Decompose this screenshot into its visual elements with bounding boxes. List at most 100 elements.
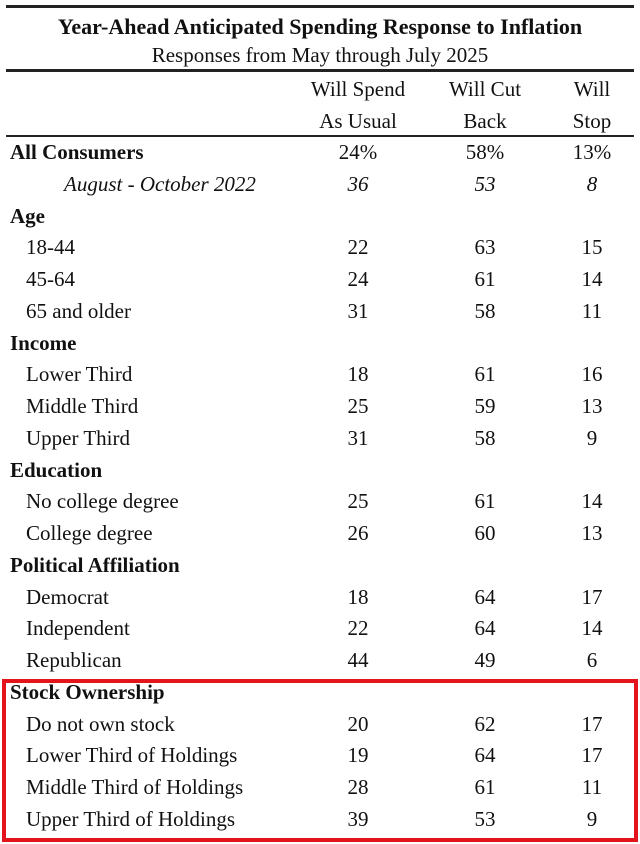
row-label: Middle Third: [26, 394, 139, 418]
cell-value: 61: [474, 775, 496, 799]
row-label: All Consumers: [10, 140, 144, 164]
cell-value: 18: [347, 362, 369, 387]
cell-value: 25: [347, 394, 369, 418]
row-label: Age: [10, 203, 45, 228]
header-line: Will Cut: [448, 77, 522, 101]
cell-value: 24: [347, 267, 369, 291]
table-row: 45-64 24 61 14: [0, 264, 640, 296]
cell-value: 17: [581, 711, 603, 736]
column-header-stop: Will Stop: [552, 74, 632, 137]
title-rule: [6, 69, 634, 72]
row-label: Stock Ownership: [10, 679, 165, 704]
cell-value: 15: [581, 235, 603, 260]
row-label: Education: [10, 457, 103, 482]
header-line: Back: [463, 108, 507, 133]
table-row: Political Affiliation: [0, 550, 640, 582]
cell-value: 36: [347, 171, 369, 196]
row-label: 65 and older: [26, 298, 131, 323]
cell-value: 11: [581, 298, 603, 323]
cell-value: 24%: [338, 140, 378, 164]
row-label: College degree: [26, 521, 153, 545]
cell-value: 25: [347, 489, 369, 514]
cell-value: 49: [474, 648, 496, 672]
table-row: College degree 26 60 13: [0, 518, 640, 550]
cell-value: 13: [581, 394, 603, 418]
row-label: Lower Third of Holdings: [26, 743, 238, 768]
table-row: Age: [0, 201, 640, 233]
row-label: Income: [10, 330, 77, 355]
table-row: Democrat 18 64 17: [0, 582, 640, 614]
row-label: 18-44: [26, 235, 75, 260]
table-subtitle: Responses from May through July 2025: [151, 43, 489, 67]
cell-value: 60: [474, 521, 496, 545]
column-header-cut-back: Will Cut Back: [425, 74, 545, 137]
cell-value: 17: [581, 584, 603, 609]
table-row: No college degree 25 61 14: [0, 486, 640, 518]
row-label: August - October 2022: [64, 171, 256, 196]
cell-value: 31: [347, 298, 369, 323]
table-row: Income: [0, 328, 640, 360]
table-row: Lower Third 18 61 16: [0, 359, 640, 391]
row-label: Lower Third: [26, 362, 133, 387]
row-label: Democrat: [26, 584, 109, 609]
cell-value: 39: [347, 806, 369, 831]
cell-value: 61: [474, 362, 496, 387]
cell-value: 8: [586, 171, 598, 196]
cell-value: 53: [474, 806, 496, 831]
row-label: Political Affiliation: [10, 552, 180, 577]
table-row: Do not own stock 20 62 17: [0, 709, 640, 741]
cell-value: 20: [347, 711, 369, 736]
cell-value: 58: [474, 425, 496, 450]
cell-value: 22: [347, 616, 369, 641]
cell-value: 14: [581, 616, 603, 641]
table-row: Independent 22 64 14: [0, 613, 640, 645]
row-label: Do not own stock: [26, 711, 175, 736]
table-row: Middle Third of Holdings 28 61 11: [0, 772, 640, 804]
cell-value: 19: [347, 743, 369, 768]
header-line: As Usual: [319, 108, 397, 133]
row-label: No college degree: [26, 489, 179, 514]
row-label: Republican: [26, 648, 122, 672]
cell-value: 6: [586, 648, 598, 672]
cell-value: 22: [347, 235, 369, 260]
stock-ownership-highlight-box: [2, 679, 638, 842]
column-header-spend-as-usual: Will Spend As Usual: [298, 74, 418, 137]
cell-value: 9: [586, 806, 598, 831]
table-row: 18-44 22 63 15: [0, 232, 640, 264]
table-row: Middle Third 25 59 13: [0, 391, 640, 423]
table-row: Stock Ownership: [0, 677, 640, 709]
cell-value: 28: [347, 775, 369, 799]
cell-value: 17: [581, 743, 603, 768]
cell-value: 44: [347, 648, 369, 672]
table-row: August - October 2022 36 53 8: [0, 169, 640, 201]
cell-value: 16: [581, 362, 603, 387]
row-label: Middle Third of Holdings: [26, 775, 244, 799]
table-row: 65 and older 31 58 11: [0, 296, 640, 328]
cell-value: 13%: [572, 140, 612, 164]
row-label: Upper Third of Holdings: [26, 806, 236, 831]
cell-value: 13: [581, 521, 603, 545]
table-title: Year-Ahead Anticipated Spending Response…: [57, 14, 583, 39]
cell-value: 18: [347, 584, 369, 609]
cell-value: 59: [474, 394, 496, 418]
table-row: Upper Third of Holdings 39 53 9: [0, 804, 640, 836]
table-row: All Consumers 24% 58% 13%: [0, 137, 640, 169]
cell-value: 63: [474, 235, 496, 260]
top-rule: [6, 5, 634, 8]
cell-value: 31: [347, 425, 369, 450]
header-line: Will: [573, 77, 611, 101]
cell-value: 64: [474, 743, 496, 768]
header-rule: [6, 135, 634, 137]
row-label: Upper Third: [26, 425, 131, 450]
cell-value: 14: [581, 267, 603, 291]
header-line: Will Spend: [310, 77, 406, 101]
cell-value: 53: [474, 171, 496, 196]
cell-value: 14: [581, 489, 603, 514]
cell-value: 11: [581, 775, 603, 799]
table-row: Republican 44 49 6: [0, 645, 640, 677]
cell-value: 61: [474, 489, 496, 514]
cell-value: 58: [474, 298, 496, 323]
cell-value: 9: [586, 425, 598, 450]
header-line: Stop: [572, 108, 612, 133]
table-row: Education: [0, 455, 640, 487]
